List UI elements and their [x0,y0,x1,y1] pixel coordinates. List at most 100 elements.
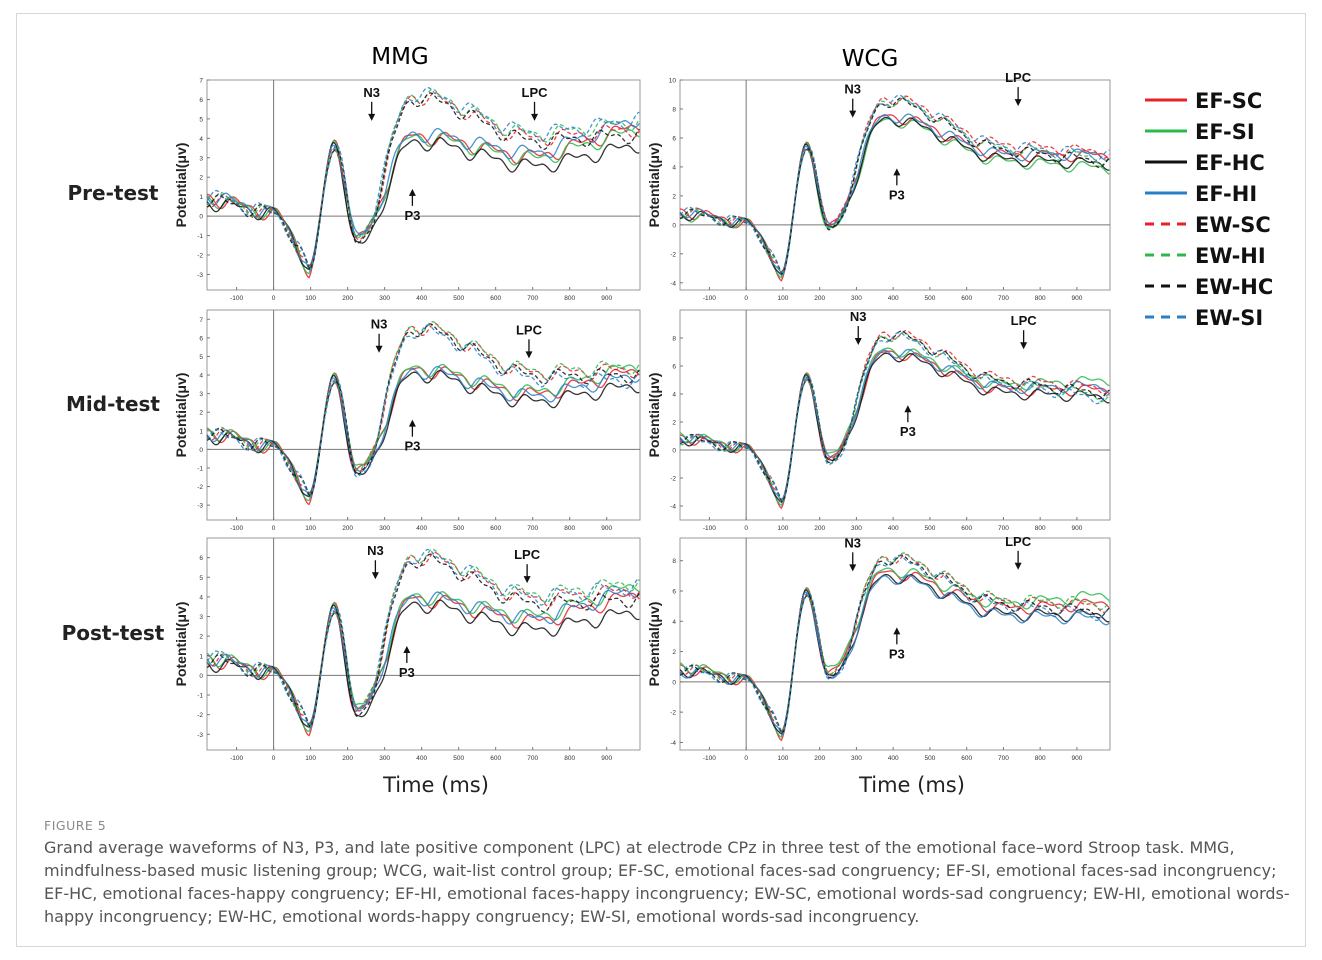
panel-wcg-mid-test-xtick-label: 400 [888,525,899,532]
panel-wcg-mid-test-annotation-lpc: LPC [1011,313,1038,328]
panel-mmg-mid-test-xtick-label: 200 [342,525,353,532]
panel-mmg-post-test-series-ew-hc [206,553,640,728]
panel-mmg-mid-test-xtick-label: 900 [601,525,612,532]
panel-mmg-mid-test-xtick-label: 100 [305,525,316,532]
panel-wcg-post-test-ytick-label: 8 [672,558,676,565]
panel-mmg-mid-test-arrowhead-p3 [408,419,416,427]
panel-mmg-pre-test-ytick-label: 4 [199,136,203,143]
panel-wcg-pre-test-ytick-label: 4 [672,164,676,171]
panel-wcg-mid-test-xtick-label: 100 [777,525,788,532]
panel-mmg-post-test-series-ew-hi [206,548,640,726]
panel-mmg-pre-test-arrowhead-lpc [531,113,539,121]
panel-mmg-pre-test-arrowhead-p3 [408,188,416,196]
panel-wcg-mid-test-frame [679,309,1111,521]
panel-wcg-pre-test-ytick-label: 8 [672,106,676,113]
legend-label-ef-si: EF-SI [1195,120,1255,144]
panel-wcg-pre-test-series-ew-si [679,94,1110,277]
panel-wcg-mid-test-arrowhead-p3 [904,405,912,413]
panel-mmg-pre-test-arrowhead-n3 [368,113,376,121]
panel-wcg-post-test-xtick-label: 800 [1035,755,1046,762]
panel-mmg-pre-test-xtick-label: 100 [305,295,316,302]
panel-wcg-post-test-annotation-p3: P3 [889,646,905,661]
panel-wcg-mid-test-series-ew-si [679,331,1110,505]
panel-wcg-pre-test-xtick-label: 0 [744,295,748,302]
panel-mmg-post-test-xtick-label: 0 [272,755,276,762]
panel-mmg-mid-test-ytick-label: 3 [199,391,203,398]
panel-mmg-pre-test-y-axis-label: Potential(μv) [173,143,189,228]
panel-wcg-pre-test-ytick-label: -2 [670,251,676,258]
panel-wcg-post-test-xtick-label: -100 [703,755,716,762]
panel-mmg-pre-test-ytick-label: 3 [199,155,203,162]
panel-mmg-post-test-xtick-label: 500 [453,755,464,762]
row-label-pre-test: Pre-test [68,181,159,205]
panel-mmg-mid-test-annotation-lpc: LPC [516,322,543,337]
panel-wcg-post-test-xtick-label: 400 [888,755,899,762]
figure-frame [16,13,1306,947]
panel-wcg-pre-test-xtick-label: 800 [1035,295,1046,302]
panel-mmg-post-test-ytick-label: 0 [199,673,203,680]
panel-wcg-post-test-y-axis-label: Potential(μv) [646,602,662,687]
panel-mmg-pre-test-xtick-label: 300 [379,295,390,302]
panel-mmg-mid-test-series-ew-hc [206,323,640,497]
panel-mmg-mid-test-xtick-label: 700 [527,525,538,532]
panel-wcg-post-test-arrowhead-n3 [849,564,857,572]
panel-wcg-pre-test-xtick-label: 600 [961,295,972,302]
panel-wcg-post-test-ytick-label: 6 [672,589,676,596]
panel-wcg-mid-test-xtick-label: 500 [924,525,935,532]
panel-wcg-pre-test-xtick-label: 300 [851,295,862,302]
panel-wcg-post-test-ytick-label: 0 [672,679,676,686]
panel-wcg-pre-test-y-axis-label: Potential(μv) [646,143,662,228]
panel-wcg-pre-test-arrowhead-n3 [849,110,857,118]
panel-mmg-post-test-xtick-label: 300 [379,755,390,762]
panel-mmg-mid-test-xtick-label: 300 [379,525,390,532]
panel-wcg-post-test-annotation-n3: N3 [844,535,861,550]
panel-wcg-post-test-xtick-label: 200 [814,755,825,762]
panel-wcg-pre-test-xtick-label: 500 [924,295,935,302]
panel-mmg-pre-test-xtick-label: 500 [453,295,464,302]
panel-wcg-mid-test-xtick-label: 300 [851,525,862,532]
panel-mmg-pre-test-xtick-label: 800 [564,295,575,302]
panel-wcg-post-test-ytick-label: -2 [670,710,676,717]
panel-wcg-pre-test-xtick-label: 100 [777,295,788,302]
column-title-mmg: MMG [371,44,429,70]
panel-mmg-mid-test-xtick-label: 0 [272,525,276,532]
panel-mmg-mid-test-arrowhead-n3 [375,345,383,353]
panel-wcg-post-test-xtick-label: 900 [1071,755,1082,762]
panel-mmg-post-test-series-ew-sc [206,551,640,725]
panel-wcg-mid-test-annotation-p3: P3 [900,424,916,439]
panel-wcg-pre-test-xtick-label: 400 [888,295,899,302]
panel-mmg-post-test-ytick-label: 5 [199,575,203,582]
panel-wcg-pre-test-arrowhead-p3 [893,168,901,176]
panel-wcg-post-test-ytick-label: 4 [672,619,676,626]
panel-mmg-pre-test-ytick-label: 5 [199,116,203,123]
panel-mmg-mid-test-ytick-label: -1 [197,465,203,472]
panel-mmg-post-test-xtick-label: 200 [342,755,353,762]
panel-wcg-post-test-xtick-label: 300 [851,755,862,762]
panel-wcg-post-test-annotation-lpc: LPC [1005,534,1032,549]
panel-mmg-mid-test-annotation-p3: P3 [404,439,420,454]
panel-mmg-mid-test-ytick-label: 5 [199,354,203,361]
panel-mmg-post-test-xtick-label: 400 [416,755,427,762]
panel-wcg-post-test-frame [679,537,1111,751]
panel-mmg-pre-test-series-ew-hc [206,92,640,270]
panel-wcg-mid-test-xtick-label: 700 [998,525,1009,532]
panel-wcg-post-test-ytick-label: -4 [670,740,676,747]
panel-mmg-mid-test-series-ew-sc [206,322,640,494]
panel-mmg-pre-test-ytick-label: 0 [199,214,203,221]
panel-mmg-post-test-y-axis-label: Potential(μv) [173,602,189,687]
panel-mmg-mid-test-ytick-label: -2 [197,484,203,491]
panel-mmg-pre-test-frame [206,79,641,291]
panel-mmg-mid-test-ytick-label: -3 [197,503,203,510]
panel-mmg-post-test-ytick-label: -1 [197,693,203,700]
panel-mmg-post-test-xtick-label: 700 [527,755,538,762]
panel-mmg-post-test-xtick-label: -100 [230,755,243,762]
panel-mmg-post-test-ytick-label: -2 [197,712,203,719]
x-axis-label: Time (ms) [858,773,965,797]
panel-mmg-pre-test-series-ew-sc [206,91,640,267]
panel-mmg-post-test-series-ew-si [206,548,640,730]
panel-mmg-mid-test-xtick-label: 600 [490,525,501,532]
legend-label-ew-hi: EW-HI [1195,244,1266,268]
panel-mmg-post-test-xtick-label: 800 [564,755,575,762]
panel-mmg-pre-test-xtick-label: 600 [490,295,501,302]
panel-wcg-pre-test-annotation-lpc: LPC [1005,70,1032,85]
